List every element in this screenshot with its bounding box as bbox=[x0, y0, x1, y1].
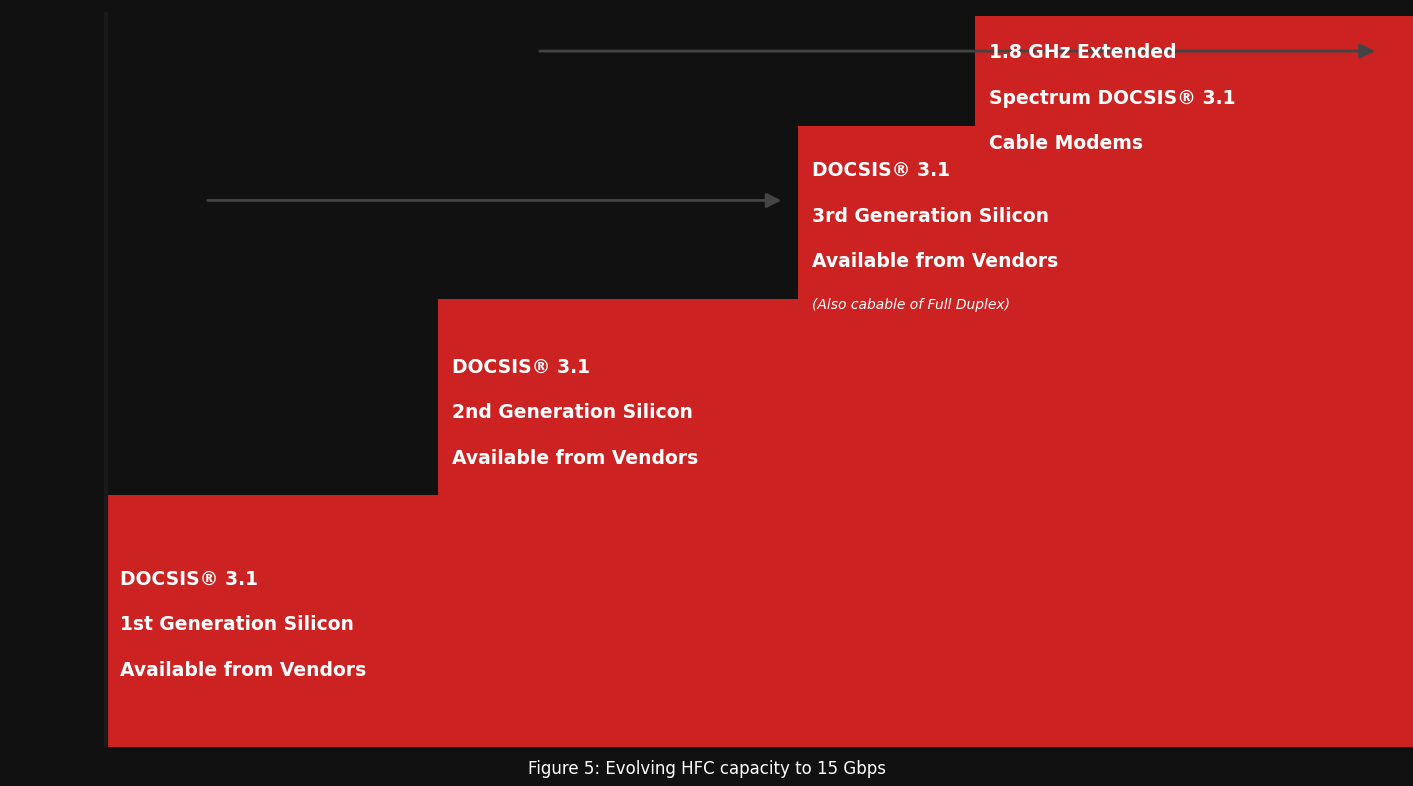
Text: 1st Generation Silicon: 1st Generation Silicon bbox=[120, 615, 355, 634]
Text: DOCSIS® 3.1: DOCSIS® 3.1 bbox=[120, 570, 259, 589]
Text: DOCSIS® 3.1: DOCSIS® 3.1 bbox=[452, 358, 591, 376]
Bar bbox=[106, 495, 1413, 747]
Text: 2nd Generation Silicon: 2nd Generation Silicon bbox=[452, 403, 692, 422]
Text: Spectrum DOCSIS® 3.1: Spectrum DOCSIS® 3.1 bbox=[989, 89, 1235, 108]
Bar bbox=[438, 299, 1413, 495]
Text: Available from Vendors: Available from Vendors bbox=[120, 661, 366, 680]
Text: Cable Modems: Cable Modems bbox=[989, 134, 1143, 153]
Text: 1.8 GHz Extended: 1.8 GHz Extended bbox=[989, 43, 1177, 62]
Text: DOCSIS® 3.1: DOCSIS® 3.1 bbox=[812, 161, 951, 180]
Text: Available from Vendors: Available from Vendors bbox=[812, 252, 1058, 271]
Text: Figure 5: Evolving HFC capacity to 15 Gbps: Figure 5: Evolving HFC capacity to 15 Gb… bbox=[527, 760, 886, 778]
Bar bbox=[798, 126, 1413, 299]
Text: Available from Vendors: Available from Vendors bbox=[452, 449, 698, 468]
Text: 3rd Generation Silicon: 3rd Generation Silicon bbox=[812, 207, 1050, 226]
Text: (Also cabable of Full Duplex): (Also cabable of Full Duplex) bbox=[812, 298, 1010, 312]
Bar bbox=[975, 16, 1413, 126]
